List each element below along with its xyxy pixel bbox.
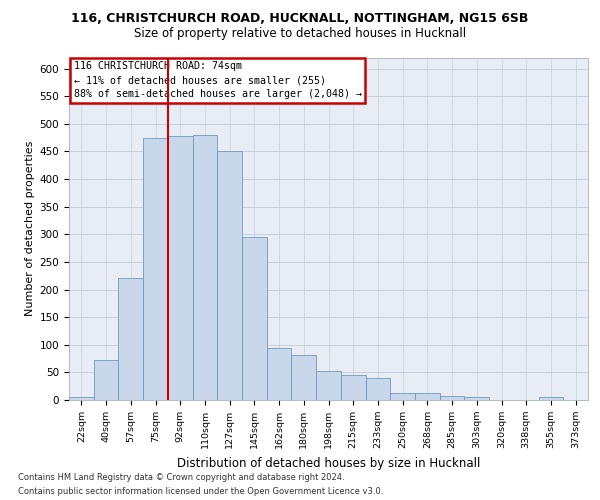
Text: Contains HM Land Registry data © Crown copyright and database right 2024.: Contains HM Land Registry data © Crown c… bbox=[18, 472, 344, 482]
Bar bbox=[292, 356, 316, 400]
Bar bbox=[365, 378, 390, 400]
Text: 116, CHRISTCHURCH ROAD, HUCKNALL, NOTTINGHAM, NG15 6SB: 116, CHRISTCHURCH ROAD, HUCKNALL, NOTTIN… bbox=[71, 12, 529, 26]
Bar bbox=[267, 348, 292, 400]
Text: Contains public sector information licensed under the Open Government Licence v3: Contains public sector information licen… bbox=[18, 488, 383, 496]
Text: 116 CHRISTCHURCH ROAD: 74sqm
← 11% of detached houses are smaller (255)
88% of s: 116 CHRISTCHURCH ROAD: 74sqm ← 11% of de… bbox=[74, 62, 362, 100]
Bar bbox=[440, 396, 464, 400]
Bar bbox=[118, 278, 143, 400]
Bar bbox=[143, 138, 168, 400]
Bar bbox=[193, 136, 217, 400]
Bar bbox=[415, 394, 440, 400]
Bar bbox=[242, 237, 267, 400]
Bar bbox=[341, 374, 365, 400]
Bar bbox=[94, 360, 118, 400]
X-axis label: Distribution of detached houses by size in Hucknall: Distribution of detached houses by size … bbox=[177, 456, 480, 469]
Text: Size of property relative to detached houses in Hucknall: Size of property relative to detached ho… bbox=[134, 28, 466, 40]
Bar bbox=[69, 397, 94, 400]
Bar bbox=[316, 370, 341, 400]
Bar bbox=[390, 394, 415, 400]
Y-axis label: Number of detached properties: Number of detached properties bbox=[25, 141, 35, 316]
Bar bbox=[217, 152, 242, 400]
Bar bbox=[168, 136, 193, 400]
Bar bbox=[464, 397, 489, 400]
Bar bbox=[539, 397, 563, 400]
